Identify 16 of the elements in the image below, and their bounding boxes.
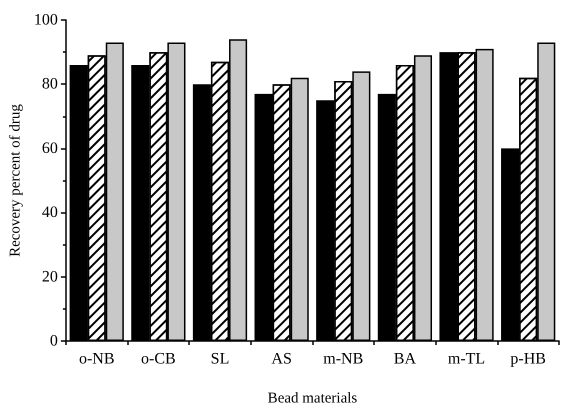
- x-tick-label: p-HB: [510, 350, 546, 368]
- x-tick-label: SL: [210, 350, 230, 368]
- y-axis-title: Recovery percent of drug: [8, 104, 24, 257]
- y-tick-label: 20: [42, 268, 58, 286]
- x-tick-label: BA: [394, 350, 416, 368]
- y-tick-label: 100: [34, 12, 58, 28]
- x-tick-label: o-NB: [78, 350, 114, 368]
- y-tick-label: 0: [50, 332, 58, 350]
- x-tick-label: o-CB: [141, 350, 176, 368]
- y-tick-label: 80: [42, 76, 58, 93]
- x-tick-label: m-NB: [323, 350, 364, 368]
- x-tick-label: m-TL: [448, 350, 486, 368]
- x-tick-label: AS: [271, 350, 292, 368]
- x-axis-title: Bead materials: [268, 390, 358, 406]
- y-tick-label: 60: [42, 140, 58, 157]
- y-tick-label: 40: [42, 204, 58, 222]
